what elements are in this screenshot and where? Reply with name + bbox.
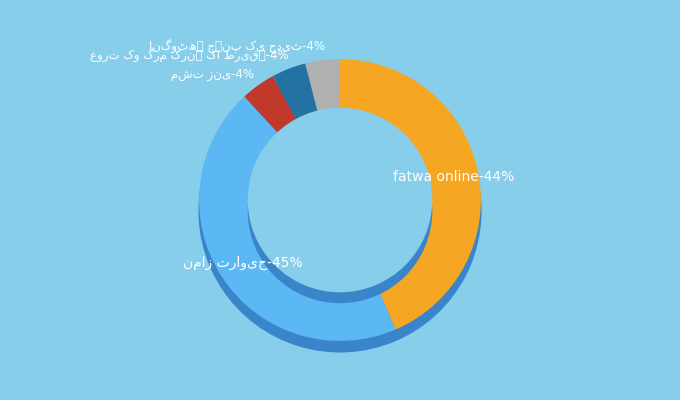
Text: fatwa online-44%: fatwa online-44% — [393, 170, 515, 184]
Wedge shape — [273, 74, 318, 130]
Text: مشت زنی‬-4%: مشت زنی‬-4% — [171, 68, 254, 81]
Wedge shape — [340, 59, 481, 330]
Wedge shape — [244, 76, 296, 133]
Circle shape — [248, 119, 432, 302]
Text: انگوٹھے جہنپ کی حدیث‬-4%: انگوٹھے جہنپ کی حدیث‬-4% — [150, 40, 325, 54]
Wedge shape — [244, 87, 296, 144]
Wedge shape — [340, 70, 481, 340]
Wedge shape — [199, 108, 396, 352]
Text: عورت کو گرم کرنے کا طریقہ‬-4%: عورت کو گرم کرنے کا طریقہ‬-4% — [90, 49, 288, 63]
Wedge shape — [305, 70, 340, 122]
Wedge shape — [273, 64, 318, 120]
Wedge shape — [199, 96, 396, 341]
Wedge shape — [305, 59, 340, 111]
Text: نماز تراویح‬-45%: نماز تراویح‬-45% — [183, 256, 302, 270]
Circle shape — [248, 108, 432, 292]
